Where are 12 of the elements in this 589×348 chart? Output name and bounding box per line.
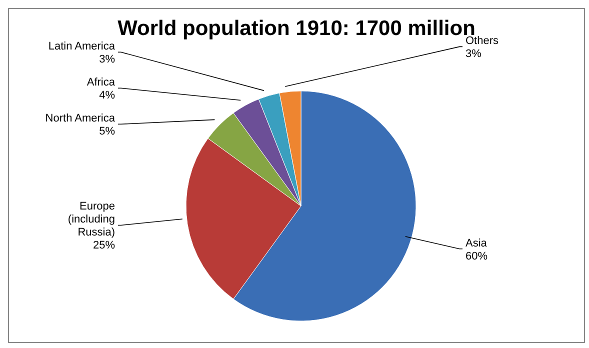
data-label: 3% [466, 48, 482, 60]
slice-label: Africa [86, 76, 116, 89]
slice-label: Asia [466, 237, 488, 250]
data-label: 60% [466, 250, 488, 262]
data-label: 3% [99, 54, 116, 66]
data-label: 4% [99, 90, 116, 102]
slice-label: Latin America [48, 40, 116, 53]
slice-label: Europe (including Russia) [68, 200, 115, 239]
data-label: 25% [92, 240, 116, 252]
data-label: 5% [99, 126, 116, 138]
slice-label: North America [45, 112, 116, 125]
slice-label: Others [466, 35, 500, 48]
